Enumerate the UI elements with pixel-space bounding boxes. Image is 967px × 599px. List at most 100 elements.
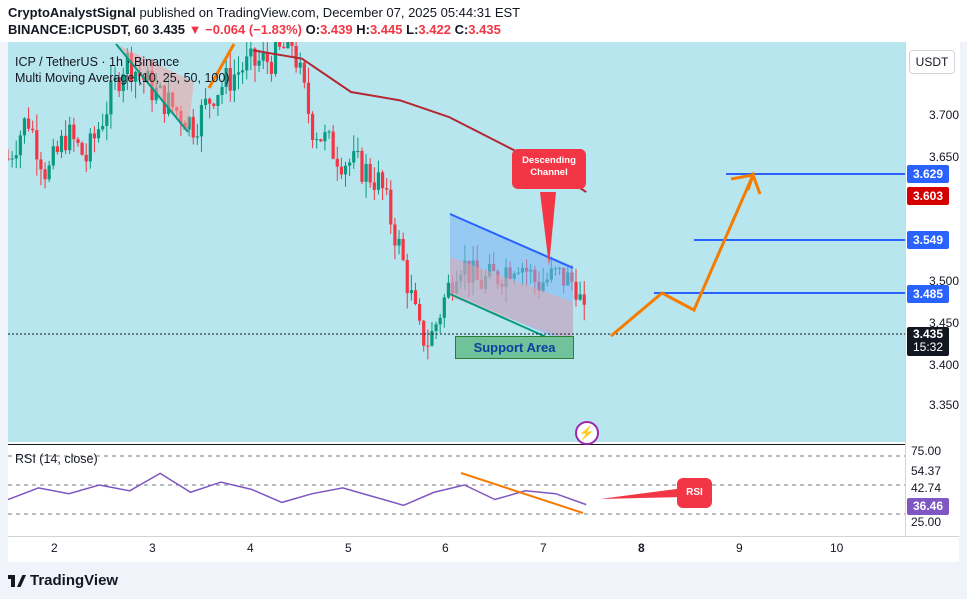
rsi-callout: RSI [677, 478, 712, 508]
rsi-tick: 25.00 [911, 515, 942, 529]
candle-body [331, 131, 335, 159]
candle-body [55, 146, 59, 153]
candle-body [129, 52, 134, 82]
candle-body [323, 132, 327, 142]
time-tick: 4 [247, 541, 254, 555]
time-tick: 9 [736, 541, 743, 555]
candle-body [405, 259, 409, 294]
candle-body [224, 67, 228, 88]
currency-selector[interactable]: USDT [909, 50, 955, 74]
candle-body [582, 294, 586, 305]
price-tick: 3.350 [928, 398, 959, 412]
candle-body [380, 172, 385, 189]
candle-body [335, 158, 339, 167]
time-tick: 10 [830, 541, 844, 555]
price-change: ▼ −0.064 (−1.83%) [188, 22, 302, 37]
candle-body [298, 62, 302, 68]
candle-body [249, 48, 253, 57]
candle-body [319, 139, 323, 142]
rsi-tick: 75.00 [911, 444, 942, 458]
indicator-title[interactable]: Multi Moving Average (10, 25, 50, 100) [15, 71, 230, 85]
candle-body [269, 62, 274, 74]
candle-body [442, 297, 446, 318]
candle-body [109, 80, 113, 115]
candle-body [413, 290, 418, 305]
open-value: 3.439 [320, 22, 353, 37]
rsi-divergence-line [460, 472, 584, 514]
symbol-title[interactable]: ICP / TetherUS · 1h · Binance [15, 55, 180, 69]
candle-body [273, 42, 278, 74]
candle-body [434, 324, 438, 331]
close-value: 3.435 [468, 22, 501, 37]
candle-body [418, 304, 422, 321]
candle-body [96, 129, 101, 139]
candle-body [208, 98, 212, 104]
published-text: published on TradingView.com, December 0… [139, 5, 521, 20]
price-tick: 3.700 [928, 108, 959, 122]
chart-area[interactable]: ICP / TetherUS · 1h · Binance Multi Movi… [8, 42, 960, 563]
price-tick: 3.500 [928, 274, 959, 288]
lightning-icon[interactable]: ⚡ [575, 421, 599, 445]
candle-body [253, 48, 257, 66]
candle-body [286, 42, 290, 49]
candle-body [72, 124, 76, 140]
left-wedge-line [115, 43, 189, 133]
publish-line: CryptoAnalystSignal published on Trading… [8, 5, 520, 20]
channel-fill-upper [450, 214, 573, 346]
candle-body [84, 154, 88, 162]
candle-body [64, 135, 68, 151]
candle-body [257, 60, 261, 66]
projection-path [610, 170, 762, 338]
candle-body [327, 131, 331, 133]
candle-body [113, 77, 117, 81]
brand-name: TradingView [30, 572, 119, 589]
candle-body [393, 224, 397, 246]
candle-body [241, 70, 245, 73]
candle-body [348, 162, 352, 166]
price-tag-3603: 3.603 [907, 187, 949, 205]
candle-body [422, 320, 426, 346]
bar-countdown: 15:32 [912, 340, 944, 354]
tradingview-logo[interactable]: TradingView [8, 572, 118, 589]
candle-body [574, 281, 578, 300]
price-tick: 3.450 [928, 316, 959, 330]
candle-body [310, 113, 315, 141]
candle-body [68, 124, 72, 151]
candle-body [438, 317, 442, 325]
candle-body [191, 116, 195, 138]
support-area-box: Support Area [455, 336, 574, 359]
price-tag-3485: 3.485 [907, 285, 949, 303]
candle-body [409, 290, 413, 294]
candle-body [245, 56, 249, 71]
candle-body [352, 151, 356, 163]
candle-body [26, 118, 31, 129]
time-tick: 8 [638, 541, 645, 555]
high-value: 3.445 [369, 22, 403, 37]
time-tick: 5 [345, 541, 352, 555]
time-axis[interactable] [8, 536, 959, 563]
candle-body [51, 146, 55, 166]
candle-body [389, 189, 393, 225]
l-label: L: [406, 22, 419, 37]
candle-body [278, 42, 282, 47]
rsi-title[interactable]: RSI (14, close) [15, 452, 98, 466]
symbol-line: BINANCE:ICPUSDT, 60 [8, 22, 149, 37]
candle-body [265, 52, 269, 63]
chart-canvas[interactable] [8, 42, 905, 536]
candle-body [315, 139, 319, 141]
candle-body [339, 166, 343, 175]
chart-header: CryptoAnalystSignal published on Trading… [0, 0, 967, 42]
price-tag-3549: 3.549 [907, 231, 949, 249]
current-price-value: 3.435 [912, 327, 944, 341]
channel-top-line [449, 213, 574, 269]
candle-body [117, 77, 121, 92]
candle-body [236, 72, 241, 75]
rsi-pane[interactable] [8, 444, 905, 537]
footer: TradingView [0, 562, 967, 599]
left-wedge-fill [116, 44, 194, 132]
author-name[interactable]: CryptoAnalystSignal [8, 5, 136, 20]
candle-body [372, 182, 376, 190]
candle-body [385, 188, 389, 190]
o-label: O: [305, 22, 321, 37]
descending-channel-callout: Descending Channel [512, 149, 586, 189]
